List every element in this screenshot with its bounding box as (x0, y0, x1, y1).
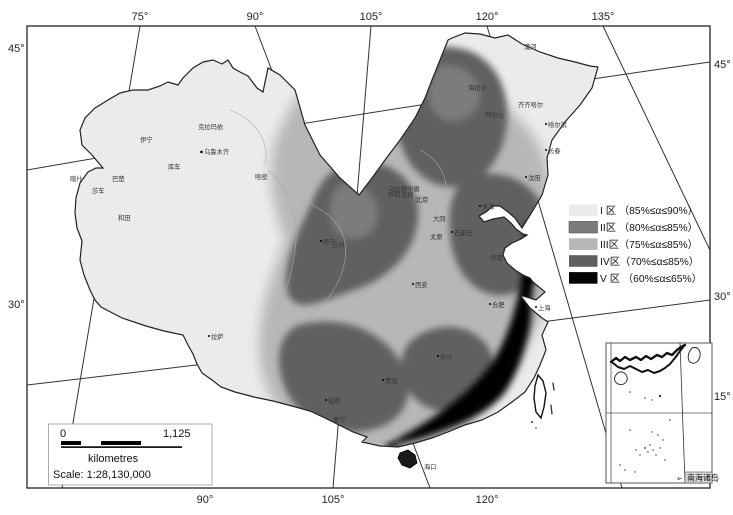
svg-text:伊宁: 伊宁 (140, 135, 153, 144)
svg-text:漠河: 漠河 (524, 42, 537, 51)
svg-text:哈密: 哈密 (255, 172, 268, 181)
svg-text:30°: 30° (714, 291, 731, 303)
svg-text:阿尔山: 阿尔山 (485, 110, 504, 119)
svg-text:45°: 45° (8, 43, 25, 55)
svg-text:莎车: 莎车 (92, 186, 105, 195)
svg-text:0: 0 (60, 428, 66, 440)
svg-text:巴楚: 巴楚 (112, 174, 125, 183)
svg-text:贵阳: 贵阳 (385, 376, 398, 385)
svg-text:75°: 75° (132, 11, 149, 23)
svg-text:乌拉特中旗: 乌拉特中旗 (388, 184, 419, 193)
svg-text:30°: 30° (8, 299, 25, 311)
svg-text:拉萨: 拉萨 (211, 332, 224, 341)
svg-text:120°: 120° (476, 494, 499, 506)
svg-text:1,125: 1,125 (163, 428, 191, 440)
svg-text:克拉玛依: 克拉玛依 (198, 122, 224, 131)
svg-text:105°: 105° (322, 494, 345, 506)
svg-text:III区（75%≤α≤85%）: III区（75%≤α≤85%） (600, 239, 698, 251)
svg-text:120°: 120° (476, 11, 499, 23)
svg-text:库车: 库车 (168, 162, 181, 171)
svg-text:上海: 上海 (538, 303, 551, 312)
svg-text:兰州: 兰州 (332, 240, 345, 249)
svg-text:大同: 大同 (433, 214, 446, 223)
svg-text:海拉尔: 海拉尔 (468, 83, 487, 92)
svg-text:南宁: 南宁 (333, 415, 346, 424)
svg-text:长沙: 长沙 (440, 352, 453, 361)
svg-text:45°: 45° (714, 59, 731, 71)
svg-text:Scale: 1:28,130,000: Scale: 1:28,130,000 (53, 469, 151, 481)
svg-text:135°: 135° (592, 11, 615, 23)
svg-text:哈尔滨: 哈尔滨 (548, 120, 568, 129)
svg-text:喀什: 喀什 (70, 174, 83, 183)
svg-text:90°: 90° (247, 11, 264, 23)
svg-text:kilometres: kilometres (88, 453, 139, 465)
svg-text:昆明: 昆明 (328, 397, 341, 405)
svg-text:太原: 太原 (430, 232, 443, 241)
svg-text:齐齐哈尔: 齐齐哈尔 (518, 100, 543, 109)
svg-text:V 区 （60%≤α≤65%）: V 区 （60%≤α≤65%） (600, 273, 702, 285)
svg-text:石家庄: 石家庄 (454, 228, 473, 237)
svg-text:乌鲁木齐: 乌鲁木齐 (204, 147, 230, 156)
svg-text:北京: 北京 (415, 195, 429, 204)
svg-text:合肥: 合肥 (492, 300, 505, 309)
svg-text:济南: 济南 (490, 253, 503, 262)
svg-text:和田: 和田 (118, 213, 131, 222)
svg-text:长春: 长春 (548, 146, 561, 155)
svg-text:15°: 15° (714, 391, 731, 403)
svg-text:天津: 天津 (482, 203, 495, 211)
svg-text:I 区 （85%≤α≤90%）: I 区 （85%≤α≤90%） (600, 205, 698, 217)
svg-text:105°: 105° (360, 11, 383, 23)
svg-text:90°: 90° (197, 494, 214, 506)
svg-text:沈阳: 沈阳 (528, 173, 541, 182)
svg-text:II区 （80%≤α≤85%）: II区 （80%≤α≤85%） (600, 222, 698, 234)
svg-text:➢: ➢ (676, 474, 683, 483)
svg-text:南海诸岛: 南海诸岛 (687, 473, 719, 483)
svg-text:IV区（70%≤α≤85%）: IV区（70%≤α≤85%） (600, 256, 699, 268)
svg-text:海口: 海口 (424, 462, 437, 471)
svg-text:西安: 西安 (415, 280, 428, 289)
